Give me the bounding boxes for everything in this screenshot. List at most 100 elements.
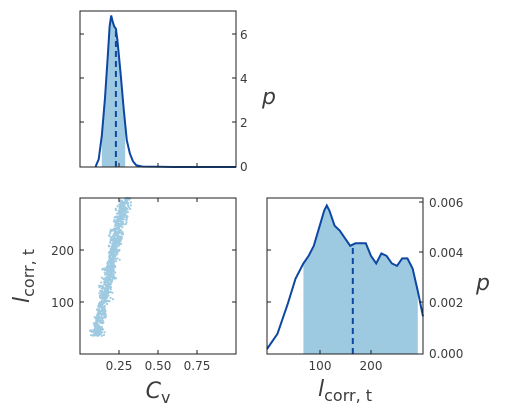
scatter-point <box>108 300 111 303</box>
scatter-point <box>116 205 119 208</box>
scatter-point <box>102 333 105 337</box>
scatter-x-tick-labels: 0.25 0.50 0.75 <box>106 359 211 373</box>
scatter-point <box>121 231 124 234</box>
scatter-xlabel: Cv <box>146 379 171 407</box>
scatter-point <box>108 255 111 258</box>
scatter-point <box>127 206 130 209</box>
scatter-point <box>101 285 104 288</box>
lcorr-density-frame <box>266 197 424 355</box>
scatter-point <box>114 254 117 257</box>
scatter-point <box>102 294 105 297</box>
cv-density-left-ticks <box>80 33 84 123</box>
scatter-point <box>100 312 103 315</box>
scatter-point <box>109 296 112 300</box>
scatter-point <box>106 295 109 298</box>
scatter-point <box>103 282 106 285</box>
scatter-point <box>110 269 113 272</box>
scatter-point <box>97 334 100 337</box>
scatter-point <box>122 222 125 225</box>
scatter-ylabel: lcorr, t <box>10 249 38 303</box>
scatter-point <box>92 330 95 333</box>
scatter-point <box>97 308 100 311</box>
scatter-point <box>99 316 102 319</box>
scatter-point <box>126 201 129 204</box>
lcorr-ytick-0006: 0.006 <box>429 196 463 210</box>
scatter-point <box>118 258 121 261</box>
lcorr-density-marks <box>266 203 424 354</box>
scatter-point <box>101 302 104 306</box>
lcorr-density-x-tick-labels: 100 200 <box>309 359 383 373</box>
scatter-point <box>120 224 123 227</box>
scatter-point <box>106 277 110 280</box>
panel-lcorr-density: 0.006 0.004 0.002 0.000 100 200 lcorr, t… <box>266 196 490 405</box>
scatter-point <box>99 284 102 287</box>
scatter-point <box>98 292 101 295</box>
cv-density-right-ticks <box>232 33 236 123</box>
scatter-frame <box>79 197 237 355</box>
scatter-point <box>95 329 98 332</box>
scatter-point <box>90 329 93 332</box>
scatter-point <box>100 308 104 311</box>
scatter-point <box>111 229 114 232</box>
scatter-point <box>109 232 112 235</box>
scatter-point <box>124 222 127 226</box>
scatter-point <box>103 304 106 307</box>
lcorr-xtick-100: 100 <box>309 359 332 373</box>
scatter-point <box>96 327 99 330</box>
scatter-point <box>99 332 102 335</box>
scatter-point <box>102 287 105 290</box>
cv-ytick-2: 2 <box>240 116 248 130</box>
scatter-point <box>117 240 120 243</box>
scatter-point <box>108 269 111 272</box>
scatter-point <box>105 302 109 306</box>
scatter-point <box>100 326 103 329</box>
scatter-point <box>110 252 113 255</box>
scatter-point <box>109 286 113 289</box>
scatter-point <box>113 252 116 255</box>
scatter-point <box>116 251 119 254</box>
scatter-point <box>124 209 127 212</box>
scatter-point <box>114 265 117 268</box>
cv-density-marks <box>94 15 236 168</box>
scatter-xtick-075: 0.75 <box>184 359 211 373</box>
scatter-point <box>113 239 116 242</box>
lcorr-density-y-tick-labels: 0.006 0.004 0.002 0.000 <box>429 196 463 361</box>
scatter-point <box>96 314 99 317</box>
scatter-point <box>108 276 111 279</box>
scatter-point <box>92 334 95 337</box>
scatter-point <box>122 205 125 208</box>
scatter-point <box>96 319 99 322</box>
scatter-point <box>115 245 118 248</box>
scatter-point <box>100 287 103 290</box>
scatter-point <box>129 204 132 207</box>
scatter-point <box>114 260 118 263</box>
scatter-point <box>112 268 115 271</box>
panel-cv-density: 6 4 2 0 p <box>79 10 276 174</box>
scatter-point <box>98 301 102 304</box>
scatter-point <box>112 220 115 223</box>
scatter-point <box>118 210 121 214</box>
scatter-point <box>116 227 119 231</box>
scatter-point <box>129 207 132 210</box>
scatter-point <box>95 316 98 319</box>
scatter-point <box>101 296 104 299</box>
scatter-point <box>100 289 103 293</box>
scatter-point <box>109 241 112 244</box>
scatter-point <box>109 230 112 233</box>
scatter-point <box>114 258 117 261</box>
scatter-point <box>113 216 116 219</box>
scatter-point <box>99 305 102 308</box>
scatter-point <box>114 209 118 212</box>
scatter-point <box>102 316 105 319</box>
scatter-point <box>96 332 99 335</box>
scatter-point <box>103 298 106 301</box>
scatter-point <box>106 263 109 266</box>
scatter-point <box>117 222 121 226</box>
scatter-ytick-200: 200 <box>51 244 74 258</box>
scatter-point <box>110 245 114 248</box>
scatter-point <box>111 254 115 257</box>
scatter-point <box>112 275 115 278</box>
scatter-point <box>116 234 119 237</box>
cv-density-ylabel: p <box>261 85 276 110</box>
